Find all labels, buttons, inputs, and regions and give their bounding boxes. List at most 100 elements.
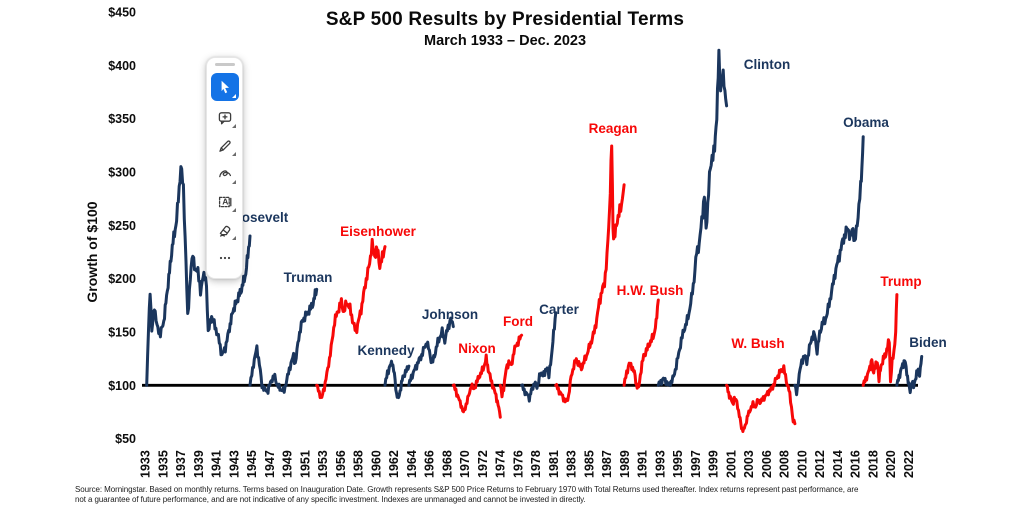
y-tick-150: $150 <box>108 325 136 339</box>
president-label-w-bush: W. Bush <box>731 336 784 351</box>
x-tick-1987: 1987 <box>600 450 614 478</box>
x-tick-2012: 2012 <box>813 450 827 478</box>
series-line-trump <box>861 293 899 387</box>
text-box-icon: A <box>217 194 233 210</box>
x-tick-2020: 2020 <box>884 450 898 478</box>
president-label-johnson: Johnson <box>422 307 478 322</box>
x-tick-1989: 1989 <box>618 450 632 478</box>
x-tick-1941: 1941 <box>210 450 224 478</box>
series-line-roosevelt <box>145 165 252 387</box>
series-line-h-w-bush <box>622 298 660 390</box>
president-label-clinton: Clinton <box>744 57 791 72</box>
x-tick-1937: 1937 <box>174 450 188 478</box>
x-tick-1970: 1970 <box>458 450 472 478</box>
x-tick-1953: 1953 <box>316 450 330 478</box>
add-text-tool-button[interactable]: A <box>211 189 239 215</box>
x-tick-1995: 1995 <box>671 450 685 478</box>
x-tick-2022: 2022 <box>902 450 916 478</box>
series-line-obama <box>793 135 865 397</box>
x-tick-1974: 1974 <box>494 450 508 478</box>
x-tick-1981: 1981 <box>547 450 561 478</box>
x-tick-1958: 1958 <box>352 450 366 478</box>
series-line-carter <box>520 311 558 403</box>
x-tick-1983: 1983 <box>565 450 579 478</box>
source-disclaimer: Source: Morningstar. Based on monthly re… <box>75 485 975 504</box>
comment-tool-button[interactable] <box>211 105 239 131</box>
x-tick-2014: 2014 <box>831 450 845 478</box>
x-tick-1945: 1945 <box>245 450 259 478</box>
series-line-eisenhower <box>315 237 387 400</box>
y-tick-300: $300 <box>108 165 136 179</box>
cursor-arrow-icon <box>217 79 233 95</box>
sign-tool-button[interactable] <box>211 217 239 243</box>
x-tick-2006: 2006 <box>760 450 774 478</box>
select-tool-button[interactable] <box>210 73 239 101</box>
x-tick-1964: 1964 <box>405 450 419 478</box>
svg-text:A: A <box>222 197 228 207</box>
x-tick-2001: 2001 <box>724 450 738 478</box>
y-tick-400: $400 <box>108 59 136 73</box>
annotation-toolbar: A <box>206 57 243 279</box>
x-tick-1943: 1943 <box>227 450 241 478</box>
source-line-1: Source: Morningstar. Based on monthly re… <box>75 485 859 494</box>
x-tick-1935: 1935 <box>156 450 170 478</box>
draw-tool-button[interactable] <box>211 133 239 159</box>
x-tick-1991: 1991 <box>636 450 650 478</box>
series-line-johnson <box>407 316 455 387</box>
x-tick-1966: 1966 <box>423 450 437 478</box>
y-tick-250: $250 <box>108 219 136 233</box>
x-tick-1972: 1972 <box>476 450 490 478</box>
x-tick-2003: 2003 <box>742 450 756 478</box>
president-label-carter: Carter <box>539 302 580 317</box>
president-label-kennedy: Kennedy <box>357 343 415 358</box>
x-tick-1968: 1968 <box>440 450 454 478</box>
president-label-nixon: Nixon <box>458 341 496 356</box>
x-tick-1949: 1949 <box>281 450 295 478</box>
x-tick-2008: 2008 <box>778 450 792 478</box>
x-tick-1951: 1951 <box>298 450 312 478</box>
y-tick-450: $450 <box>108 5 136 19</box>
series-line-nixon <box>451 353 502 419</box>
president-label-truman: Truman <box>284 270 333 285</box>
series-line-w-bush <box>725 364 797 433</box>
y-axis-title: Growth of $100 <box>84 201 100 302</box>
x-tick-1960: 1960 <box>369 450 383 478</box>
x-tick-1933: 1933 <box>139 450 153 478</box>
x-tick-2010: 2010 <box>795 450 809 478</box>
x-tick-1956: 1956 <box>334 450 348 478</box>
y-tick-350: $350 <box>108 112 136 126</box>
series-line-kennedy <box>383 359 411 400</box>
president-label-obama: Obama <box>843 115 889 130</box>
x-tick-1993: 1993 <box>653 450 667 478</box>
president-label-trump: Trump <box>880 274 921 289</box>
x-tick-2016: 2016 <box>849 450 863 478</box>
president-label-h-w-bush: H.W. Bush <box>617 283 684 298</box>
president-label-biden: Biden <box>909 335 947 350</box>
y-tick-100: $100 <box>108 379 136 393</box>
series-line-ford <box>498 333 524 399</box>
loop-scribble-icon <box>217 166 233 182</box>
president-label-reagan: Reagan <box>589 121 638 136</box>
scribble-tool-button[interactable] <box>211 161 239 187</box>
x-tick-1978: 1978 <box>529 450 543 478</box>
x-tick-1947: 1947 <box>263 450 277 478</box>
toolbar-drag-handle[interactable] <box>214 63 235 66</box>
ellipsis-icon <box>217 250 233 266</box>
x-tick-1939: 1939 <box>192 450 206 478</box>
x-tick-2018: 2018 <box>866 450 880 478</box>
y-tick-50: $50 <box>115 432 136 446</box>
x-tick-1999: 1999 <box>707 450 721 478</box>
series-line-truman <box>248 287 319 395</box>
series-line-clinton <box>656 48 729 388</box>
president-label-eisenhower: Eisenhower <box>340 224 417 239</box>
x-tick-1976: 1976 <box>511 450 525 478</box>
series-line-biden <box>895 355 924 395</box>
x-tick-1985: 1985 <box>582 450 596 478</box>
source-line-2: not a guarantee of future performance, a… <box>75 494 586 504</box>
comment-bubble-icon <box>217 110 233 126</box>
x-tick-1962: 1962 <box>387 450 401 478</box>
more-tools-button[interactable] <box>211 245 239 271</box>
series-line-reagan <box>554 144 626 404</box>
